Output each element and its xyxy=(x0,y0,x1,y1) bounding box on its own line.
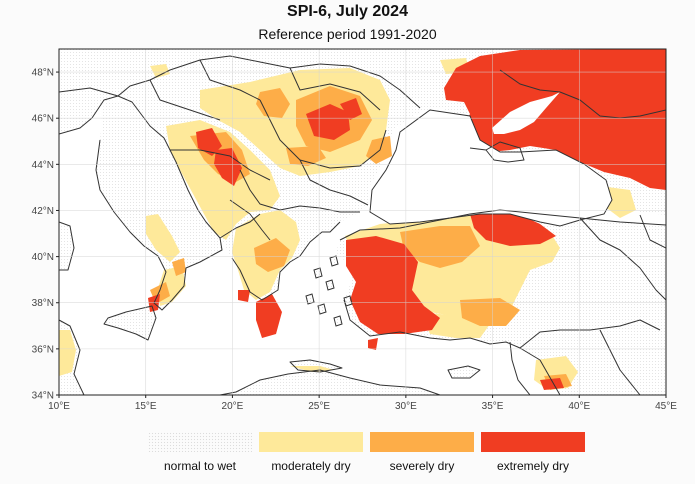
legend-swatch-extreme xyxy=(481,432,585,452)
land-cyprus xyxy=(448,366,480,378)
legend-item-extreme: extremely dry xyxy=(480,432,586,473)
x-tick-label: 25°E xyxy=(308,401,330,412)
map-title: SPI-6, July 2024 xyxy=(287,3,408,20)
x-axis: 10°E 15°E 20°E 25°E 30°E 35°E 40°E 45°E xyxy=(48,395,677,412)
graticule xyxy=(59,49,666,395)
y-tick-label: 34°N xyxy=(32,391,54,402)
y-tick-label: 40°N xyxy=(32,252,54,263)
drought-patches xyxy=(59,49,666,390)
land-italy xyxy=(96,100,222,310)
legend-swatch-moderate xyxy=(259,432,363,452)
legend-label-severe: severely dry xyxy=(389,459,455,473)
sea-black xyxy=(369,109,613,227)
legend-label-normal: normal to wet xyxy=(163,459,237,473)
y-axis: 34°N 36°N 38°N 40°N 42°N 44°N 46°N 48°N xyxy=(32,68,59,402)
y-tick-label: 44°N xyxy=(32,160,54,171)
y-tick-label: 36°N xyxy=(32,344,54,355)
legend-label-extreme: extremely dry xyxy=(496,459,570,473)
y-tick-label: 46°N xyxy=(32,114,54,125)
aegean-islands xyxy=(305,255,353,327)
country-borders xyxy=(59,55,666,395)
legend-swatch-normal xyxy=(148,432,252,452)
legend-item-severe: severely dry xyxy=(369,432,475,473)
x-tick-label: 40°E xyxy=(568,401,590,412)
land-sicily xyxy=(104,306,156,340)
legend: normal to wet moderately dry severely dry e… xyxy=(0,432,695,476)
x-tick-label: 30°E xyxy=(395,401,417,412)
land-sardinia xyxy=(59,222,74,270)
map-frame xyxy=(58,48,667,396)
x-tick-label: 15°E xyxy=(135,401,157,412)
map-panel xyxy=(59,49,666,395)
y-tick-label: 48°N xyxy=(32,68,54,79)
x-tick-label: 10°E xyxy=(48,401,70,412)
y-tick-label: 42°N xyxy=(32,206,54,217)
x-tick-label: 45°E xyxy=(655,401,677,412)
extreme-patches xyxy=(148,49,666,390)
y-tick-label: 38°N xyxy=(32,298,54,309)
legend-item-normal: normal to wet xyxy=(147,432,253,473)
x-tick-label: 35°E xyxy=(482,401,504,412)
map-subtitle: Reference period 1991-2020 xyxy=(258,26,437,42)
x-tick-label: 20°E xyxy=(222,401,244,412)
land-africa-libya xyxy=(220,370,440,395)
sea-azov xyxy=(492,92,560,134)
legend-swatch-severe xyxy=(370,432,474,452)
legend-item-moderate: moderately dry xyxy=(258,432,364,473)
legend-label-moderate: moderately dry xyxy=(271,459,351,473)
